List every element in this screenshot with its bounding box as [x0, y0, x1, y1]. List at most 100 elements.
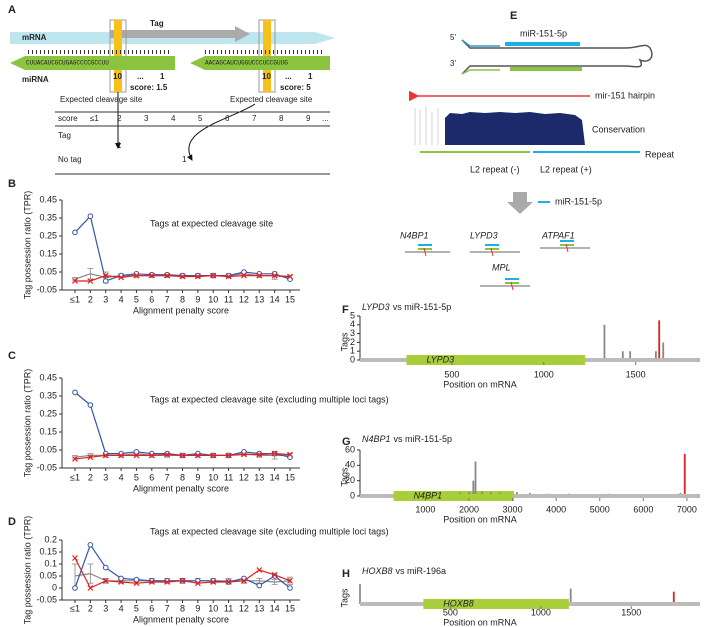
x-tick-label: 11	[224, 294, 233, 304]
score: score: 5	[280, 83, 311, 92]
y-tick-label: 5	[350, 310, 355, 320]
point	[287, 585, 293, 591]
error-bar	[271, 579, 278, 585]
y-tick-label: 0.25	[39, 408, 57, 418]
bar	[654, 351, 657, 358]
x-tick-label: 7	[165, 603, 170, 613]
tag-label: Tag	[150, 19, 164, 28]
y-tick-label: 0.05	[39, 570, 57, 580]
point	[133, 576, 140, 583]
bar	[621, 351, 624, 358]
x-axis-label: Alignment penalty score	[133, 305, 229, 315]
strand-end: 3'	[450, 59, 456, 68]
panel-letter: C	[8, 350, 16, 362]
point	[179, 273, 186, 280]
x-tick-label: 15	[285, 472, 295, 482]
point	[194, 273, 201, 280]
point	[225, 579, 232, 585]
x-tick-label: 12	[239, 603, 249, 613]
y-tick-label: 40	[345, 460, 355, 470]
score: score: 1.5	[130, 83, 168, 92]
conservation-label: Conservation	[592, 124, 645, 134]
point	[210, 272, 217, 279]
point	[179, 452, 186, 459]
y-tick-label: 0	[52, 582, 57, 592]
title-gene: LYPD3	[362, 302, 390, 312]
target-cartoons	[405, 240, 590, 291]
y-tick-label: 60	[345, 444, 355, 454]
x-tick-label: 1500	[626, 369, 646, 379]
bar	[474, 461, 477, 494]
x-tick-label: 4	[119, 472, 124, 482]
x-tick-label: 6000	[633, 504, 653, 514]
panel-e: E 5' 3' miR-151-5p mir-151 hairpin Conse…	[400, 10, 675, 291]
point	[164, 579, 171, 585]
arrow	[186, 103, 256, 161]
y-tick-label: 0.45	[39, 194, 57, 204]
bar	[472, 480, 475, 494]
x-tick-label: 9	[195, 603, 200, 613]
point	[164, 451, 171, 458]
x-tick-label: 2	[88, 472, 93, 482]
cell: 1	[117, 141, 122, 150]
y-tick-label: 0	[350, 354, 355, 364]
cleavage-label: Expected cleavage site	[60, 95, 143, 104]
table-header: ≤1	[90, 114, 99, 123]
y-tick-label: 0.35	[39, 212, 57, 222]
gene-name: N4BP1	[400, 230, 429, 240]
tag-arrow	[110, 26, 250, 42]
gene-box	[423, 599, 569, 609]
x-tick-label: 13	[254, 294, 264, 304]
y-axis-label: Tags	[339, 588, 349, 608]
x-tick-label: 3000	[503, 504, 523, 514]
sequence: CUUACAUCGCUGAGCCCCGCCUU	[26, 60, 109, 67]
hairpin	[461, 39, 653, 75]
x-tick-label: 10	[208, 472, 218, 482]
strand-end: 5'	[450, 33, 456, 42]
x-tick-label: 500	[444, 369, 459, 379]
point	[118, 575, 124, 582]
x-tick-label: 1000	[531, 607, 551, 617]
x-tick-label: 14	[270, 472, 280, 482]
bar	[529, 492, 531, 494]
x-tick-label: 3	[103, 472, 108, 482]
position: 1	[160, 72, 165, 81]
x-tick-label: 13	[254, 603, 264, 613]
x-tick-label: ≤1	[70, 603, 80, 613]
position: 10	[262, 72, 271, 81]
point	[210, 579, 217, 585]
point	[87, 402, 94, 408]
mature-mirna	[505, 42, 580, 46]
y-tick-label: 0.2	[44, 534, 57, 544]
gene-name: LYPD3	[470, 230, 498, 240]
strand	[461, 39, 500, 47]
point	[256, 582, 263, 589]
point	[241, 269, 247, 275]
bar	[459, 492, 462, 494]
bar	[481, 491, 483, 494]
mirna-label: miRNA	[22, 75, 49, 84]
point	[271, 571, 278, 578]
position: 10	[113, 72, 122, 81]
title-gene: N4BP1	[362, 434, 391, 444]
table-header: ...	[322, 114, 329, 123]
y-tick-label: 0.05	[39, 266, 57, 276]
sequence: AACAGCAUCUGGUCCCUCCGUUG	[205, 60, 288, 67]
point	[148, 452, 155, 459]
x-tick-label: 3	[103, 603, 108, 613]
x-axis-label: Position on mRNA	[443, 617, 517, 627]
title-text: vs miR-151-5p	[393, 302, 452, 312]
x-tick-label: 7	[165, 294, 170, 304]
point	[72, 389, 78, 396]
bar	[603, 324, 606, 358]
panel-letter: B	[8, 178, 16, 190]
point	[241, 272, 247, 279]
x-axis-label: Alignment penalty score	[133, 483, 229, 493]
title-gene: HOXB8	[362, 566, 393, 576]
point	[210, 452, 217, 459]
x-tick-label: 10	[208, 603, 218, 613]
gene-label: HOXB8	[443, 598, 474, 608]
x-tick-label: 1500	[621, 607, 641, 617]
bar	[683, 453, 686, 494]
panel-letter: E	[510, 10, 517, 22]
